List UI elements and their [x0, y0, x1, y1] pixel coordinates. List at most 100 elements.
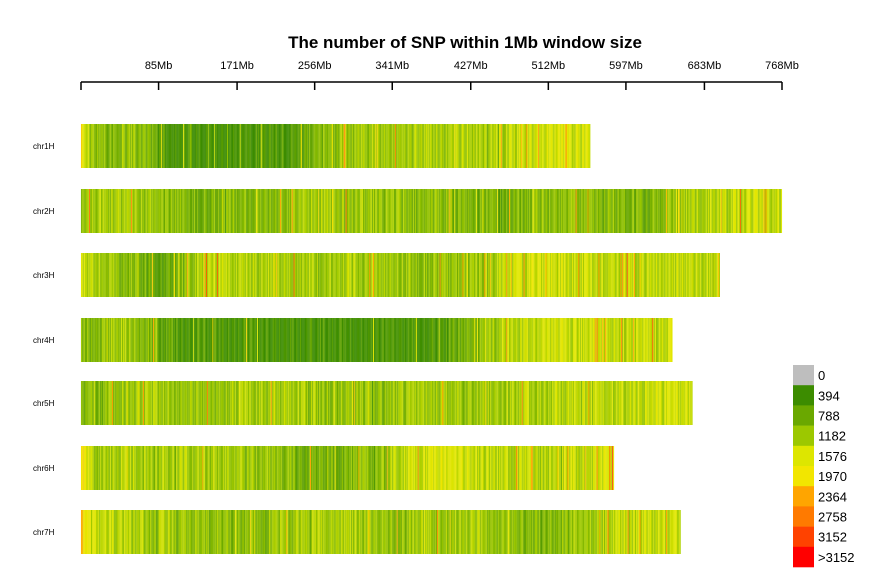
snp-window-cell [191, 446, 193, 490]
snp-window-cell [766, 189, 768, 233]
snp-window-cell [337, 510, 339, 554]
snp-window-cell [169, 318, 171, 362]
snp-window-cell [223, 318, 225, 362]
snp-window-cell [151, 446, 153, 490]
snp-window-cell [513, 253, 515, 297]
snp-window-cell [582, 124, 584, 168]
snp-window-cell [545, 446, 547, 490]
snp-window-cell [591, 318, 593, 362]
snp-window-cell [348, 253, 350, 297]
snp-window-cell [247, 253, 249, 297]
snp-window-cell [186, 510, 188, 554]
snp-window-cell [482, 510, 484, 554]
legend-swatch [793, 486, 814, 507]
snp-window-cell [733, 189, 735, 233]
snp-window-cell [300, 381, 302, 425]
snp-window-cell [232, 446, 234, 490]
snp-window-cell [663, 381, 665, 425]
snp-window-cell [110, 446, 112, 490]
snp-window-cell [371, 510, 373, 554]
snp-window-cell [486, 318, 488, 362]
snp-window-cell [122, 124, 124, 168]
snp-window-cell [355, 446, 357, 490]
snp-window-cell [135, 446, 137, 490]
snp-window-cell [648, 318, 650, 362]
snp-window-cell [710, 189, 712, 233]
snp-window-cell [420, 253, 422, 297]
snp-window-cell [464, 253, 466, 297]
snp-window-cell [681, 381, 683, 425]
snp-window-cell [199, 124, 201, 168]
snp-window-cell [418, 189, 420, 233]
snp-window-cell [268, 510, 270, 554]
snp-window-cell [606, 189, 608, 233]
snp-window-cell [241, 318, 243, 362]
snp-window-cell [108, 381, 110, 425]
snp-window-cell [87, 189, 89, 233]
snp-window-cell [128, 189, 130, 233]
snp-window-cell [83, 124, 85, 168]
snp-window-cell [328, 381, 330, 425]
snp-window-cell [88, 189, 90, 233]
snp-window-cell [561, 446, 563, 490]
snp-window-cell [409, 446, 411, 490]
snp-window-cell [253, 189, 255, 233]
snp-window-cell [140, 446, 142, 490]
snp-window-cell [106, 446, 108, 490]
snp-window-cell [121, 124, 123, 168]
snp-window-cell [125, 318, 127, 362]
snp-window-cell [373, 189, 375, 233]
snp-window-cell [243, 189, 245, 233]
snp-window-cell [223, 189, 225, 233]
snp-window-cell [371, 124, 373, 168]
snp-window-cell [655, 381, 657, 425]
snp-window-cell [565, 510, 567, 554]
snp-window-cell [168, 381, 170, 425]
snp-window-cell [235, 381, 237, 425]
snp-window-cell [206, 318, 208, 362]
snp-window-cell [655, 189, 657, 233]
snp-window-cell [191, 318, 193, 362]
snp-window-cell [527, 124, 529, 168]
snp-window-cell [204, 189, 206, 233]
snp-window-cell [673, 189, 675, 233]
snp-window-cell [98, 446, 100, 490]
legend-label: 0 [818, 368, 825, 383]
snp-window-cell [397, 253, 399, 297]
snp-window-cell [691, 189, 693, 233]
snp-window-cell [436, 189, 438, 233]
snp-window-cell [531, 124, 533, 168]
snp-window-cell [203, 253, 205, 297]
snp-window-cell [299, 510, 301, 554]
snp-window-cell [425, 253, 427, 297]
snp-window-cell [143, 446, 145, 490]
snp-window-cell [300, 253, 302, 297]
snp-window-cell [154, 124, 156, 168]
snp-window-cell [321, 253, 323, 297]
snp-window-cell [355, 381, 357, 425]
snp-window-cell [529, 189, 531, 233]
snp-window-cell [743, 189, 745, 233]
snp-window-cell [297, 124, 299, 168]
snp-window-cell [297, 510, 299, 554]
snp-window-cell [268, 189, 270, 233]
snp-window-cell [669, 381, 671, 425]
snp-window-cell [554, 510, 556, 554]
snp-window-cell [770, 189, 772, 233]
snp-window-cell [342, 446, 344, 490]
snp-window-cell [328, 124, 330, 168]
snp-window-cell [289, 124, 291, 168]
legend-label: 1182 [818, 429, 846, 444]
snp-window-cell [125, 253, 127, 297]
snp-window-cell [194, 189, 196, 233]
snp-window-cell [193, 189, 195, 233]
snp-window-cell [147, 318, 149, 362]
snp-window-cell [149, 318, 151, 362]
snp-window-cell [498, 124, 500, 168]
snp-window-cell [373, 189, 375, 233]
snp-window-cell [527, 510, 529, 554]
snp-window-cell [403, 318, 405, 362]
snp-window-cell [229, 253, 231, 297]
snp-window-cell [542, 189, 544, 233]
snp-window-cell [113, 318, 115, 362]
